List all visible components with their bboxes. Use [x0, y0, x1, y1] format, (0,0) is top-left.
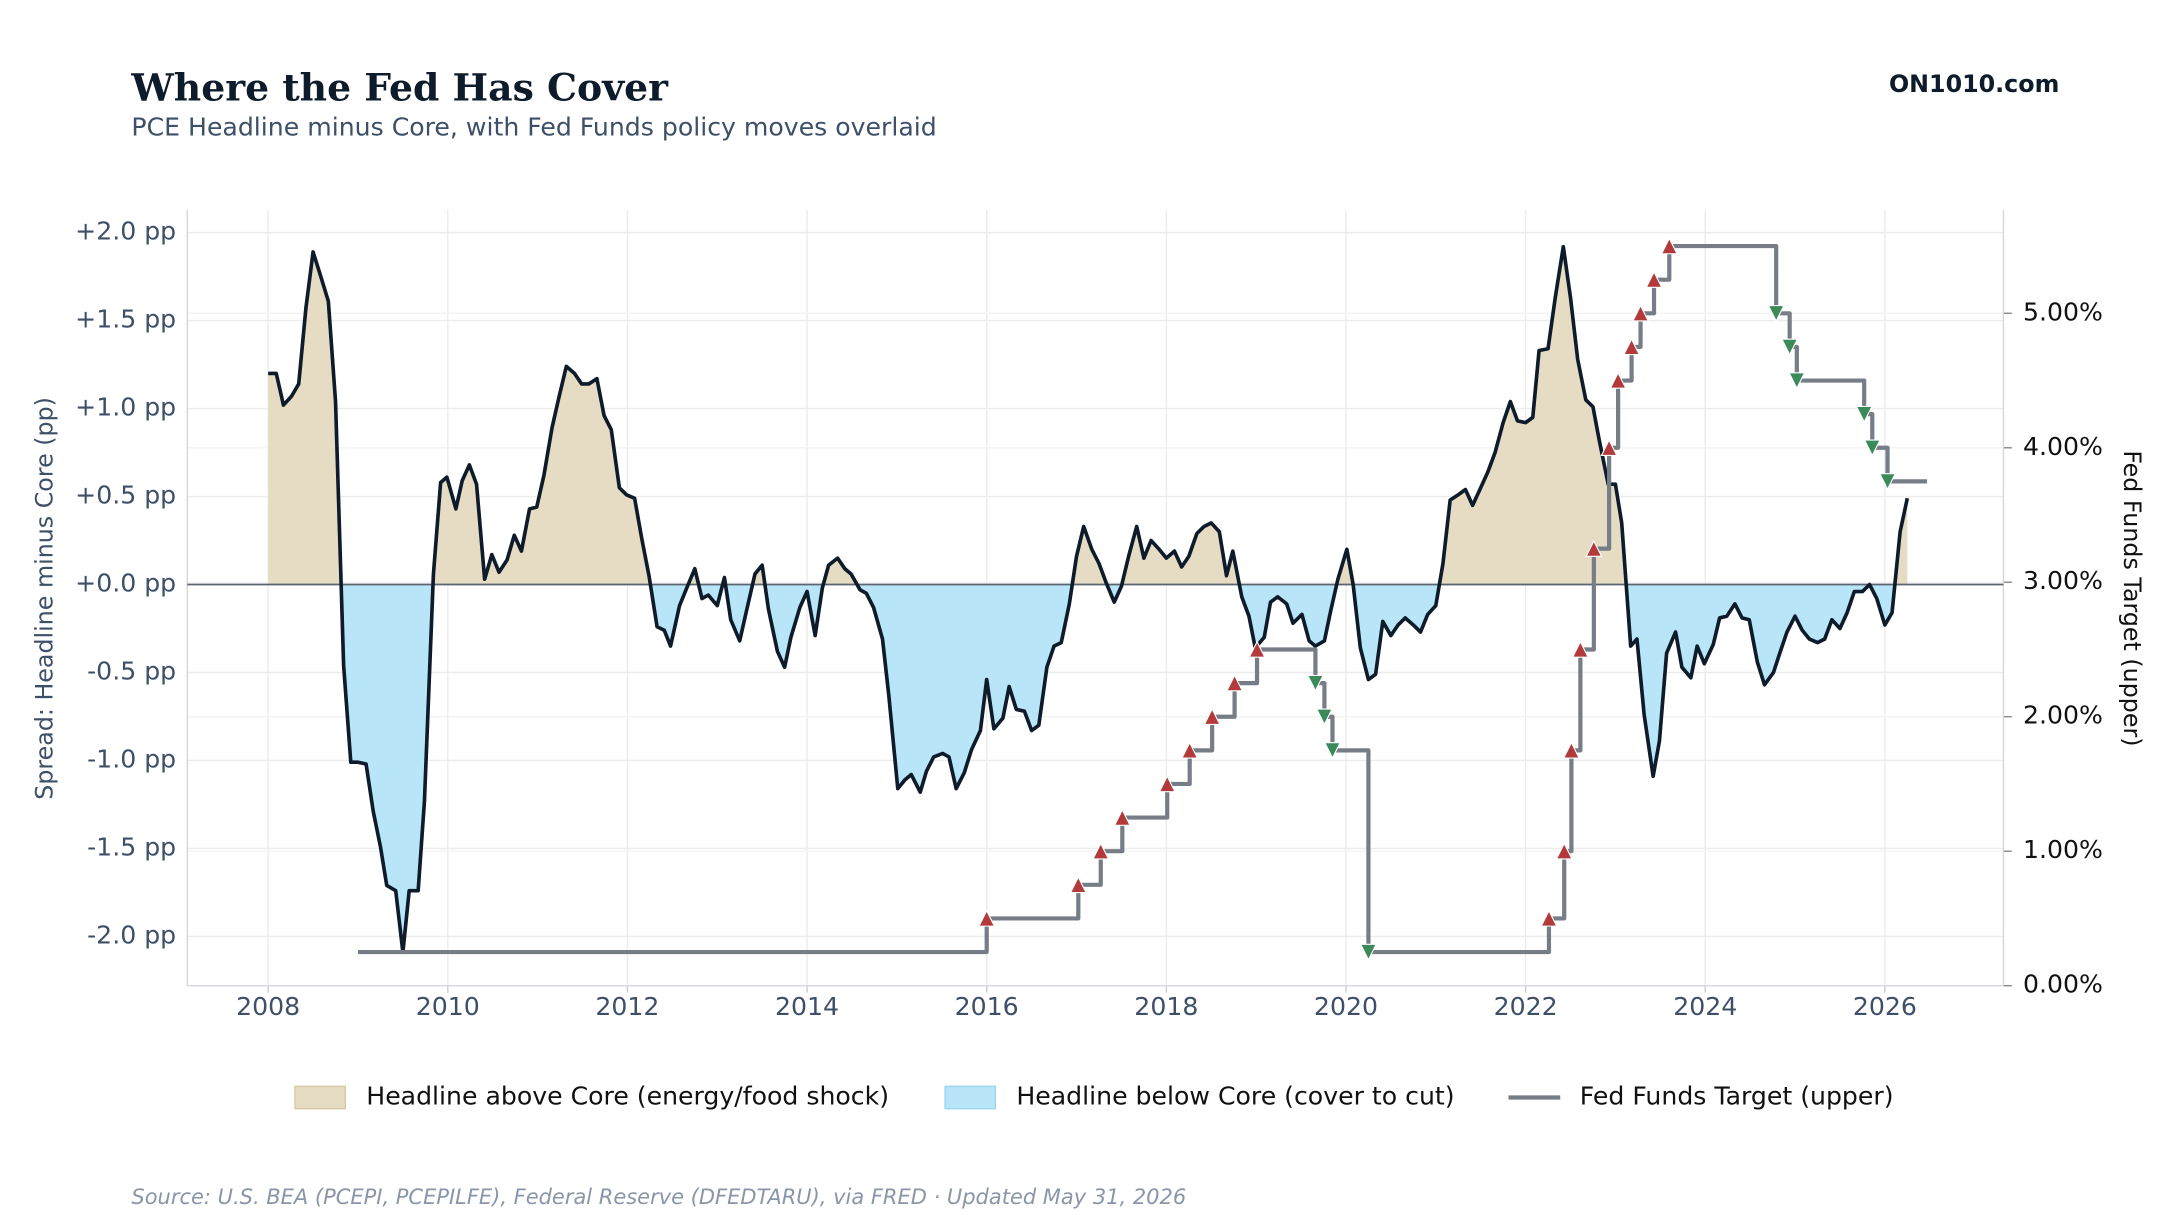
x-tick-label: 2020: [1314, 992, 1378, 1021]
x-tick-label: 2014: [775, 992, 839, 1021]
hike-marker: [1540, 909, 1558, 927]
x-tick-label: 2010: [416, 992, 480, 1021]
y2-axis-label: Fed Funds Target (upper): [2118, 450, 2146, 746]
y-axis-label: Spread: Headline minus Core (pp): [31, 397, 59, 800]
cut-marker: [1767, 305, 1785, 323]
legend-label: Fed Funds Target (upper): [1580, 1082, 1894, 1111]
cut-marker: [1306, 674, 1325, 693]
y-tick-label: +1.0 pp: [75, 393, 176, 422]
hike-marker: [1631, 304, 1650, 322]
legend-swatch: [294, 1085, 347, 1110]
x-tick-label: 2016: [955, 992, 1019, 1021]
x-tick-label: 2012: [595, 992, 659, 1021]
hike-marker: [1225, 674, 1244, 692]
y-tick-label: -1.5 pp: [87, 832, 176, 861]
x-tick-label: 2024: [1673, 992, 1737, 1021]
hike-marker: [1600, 438, 1618, 457]
x-tick-label: 2018: [1134, 992, 1198, 1021]
hike-marker: [1645, 270, 1663, 288]
cut-marker: [1855, 405, 1873, 424]
area-above: [268, 246, 1908, 585]
hike-marker: [1622, 337, 1641, 356]
y2-tick-label: 1.00%: [2023, 835, 2103, 864]
hike-marker: [1571, 640, 1589, 658]
cut-marker: [1323, 742, 1342, 760]
y2-tick-label: 4.00%: [2023, 432, 2103, 461]
y-tick-label: +2.0 pp: [75, 217, 176, 246]
legend-label: Headline below Core (cover to cut): [1016, 1082, 1454, 1111]
source-note: Source: U.S. BEA (PCEPI, PCEPILFE), Fede…: [131, 1185, 1186, 1209]
hike-marker: [1181, 741, 1199, 759]
chart-subtitle: PCE Headline minus Core, with Fed Funds …: [131, 113, 936, 142]
x-tick-label: 2026: [1853, 992, 1917, 1021]
spread-line: [268, 244, 1910, 955]
y-tick-label: -0.5 pp: [87, 656, 176, 685]
hike-marker: [1113, 808, 1131, 826]
legend-label: Headline above Core (energy/food shock): [366, 1082, 889, 1111]
cut-marker: [1863, 439, 1881, 457]
cut-marker: [1788, 372, 1806, 390]
cut-marker: [1878, 473, 1897, 491]
hike-marker: [1660, 237, 1678, 255]
y2-tick-label: 3.00%: [2023, 566, 2103, 595]
hike-marker: [1092, 842, 1110, 860]
y-tick-label: +0.5 pp: [75, 481, 176, 510]
brand: ON1010.com: [1889, 70, 2059, 98]
y2-tick-label: 0.00%: [2023, 970, 2103, 999]
hike-marker: [978, 909, 996, 927]
chart-title: Where the Fed Has Cover: [130, 65, 669, 109]
x-tick-label: 2022: [1494, 992, 1558, 1021]
area-below: [341, 584, 1895, 953]
legend-swatch: [944, 1085, 997, 1110]
hike-marker: [1203, 707, 1221, 725]
cut-marker: [1315, 708, 1334, 726]
hike-marker: [1555, 842, 1573, 860]
hike-marker: [1562, 741, 1580, 759]
x-tick-label: 2008: [236, 992, 300, 1021]
hike-marker: [1158, 775, 1176, 793]
y-tick-label: -1.0 pp: [87, 744, 176, 773]
y-tick-label: -2.0 pp: [87, 920, 176, 949]
y-tick-label: +0.0 pp: [75, 569, 176, 598]
hike-marker: [1248, 640, 1266, 658]
y2-tick-label: 2.00%: [2023, 701, 2103, 730]
cut-marker: [1359, 943, 1378, 961]
cut-marker: [1781, 338, 1799, 356]
hike-marker: [1069, 875, 1087, 894]
hike-marker: [1609, 371, 1627, 389]
y2-tick-label: 5.00%: [2023, 297, 2103, 326]
y-tick-label: +1.5 pp: [75, 305, 176, 334]
hike-marker: [1585, 539, 1603, 557]
